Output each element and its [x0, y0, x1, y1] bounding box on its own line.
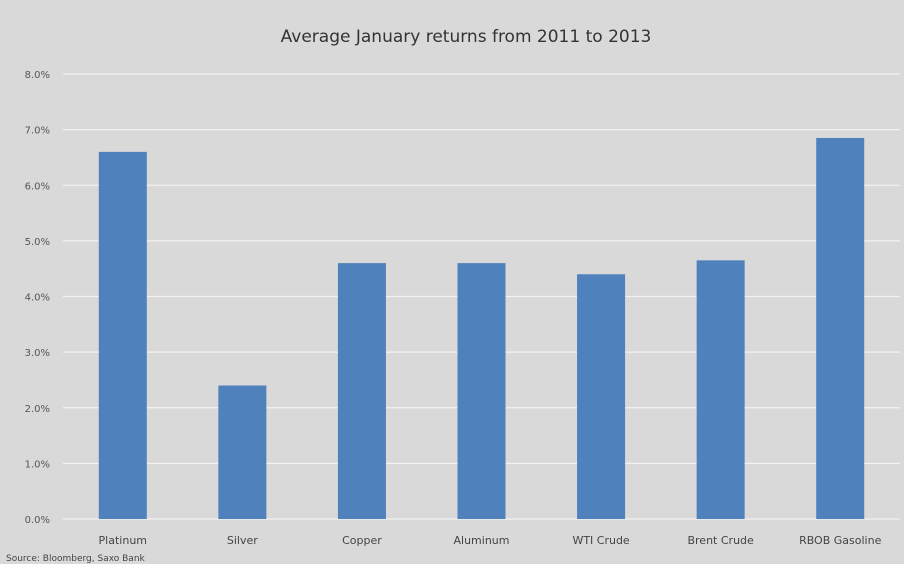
y-axis-ticks: 0.0% 1.0% 2.0% 3.0% 4.0% 5.0% 6.0% 7.0% 8.0% [25, 70, 50, 526]
x-tick-label: Aluminum [454, 534, 510, 547]
y-tick-label: 0.0% [25, 515, 50, 526]
y-tick-label: 3.0% [25, 348, 50, 359]
y-tick-label: 5.0% [25, 237, 50, 248]
x-tick-label: Silver [227, 534, 258, 547]
x-tick-label: Copper [342, 534, 382, 547]
chart-title: Average January returns from 2011 to 201… [281, 27, 652, 47]
bar-brent-crude [696, 260, 745, 519]
x-tick-label: Brent Crude [687, 534, 754, 547]
x-tick-label: Platinum [99, 534, 147, 547]
y-tick-label: 4.0% [25, 293, 50, 304]
bars [98, 137, 865, 519]
y-tick-label: 2.0% [25, 404, 50, 415]
x-axis-labels: Platinum Silver Copper Aluminum WTI Crude Bre… [99, 534, 882, 547]
x-tick-label: WTI Crude [572, 534, 629, 547]
y-tick-label: 8.0% [25, 70, 50, 81]
bar-silver [218, 385, 267, 519]
bar-rbob-gasoline [816, 137, 865, 519]
bar-platinum [98, 151, 147, 519]
x-tick-label: RBOB Gasoline [799, 534, 882, 547]
bar-aluminum [457, 263, 506, 519]
y-tick-label: 7.0% [25, 126, 50, 137]
y-tick-label: 1.0% [25, 459, 50, 470]
y-tick-label: 6.0% [25, 181, 50, 192]
source-note: Source: Bloomberg, Saxo Bank [6, 554, 146, 564]
bar-wti-crude [577, 274, 626, 519]
bar-copper [337, 263, 386, 519]
